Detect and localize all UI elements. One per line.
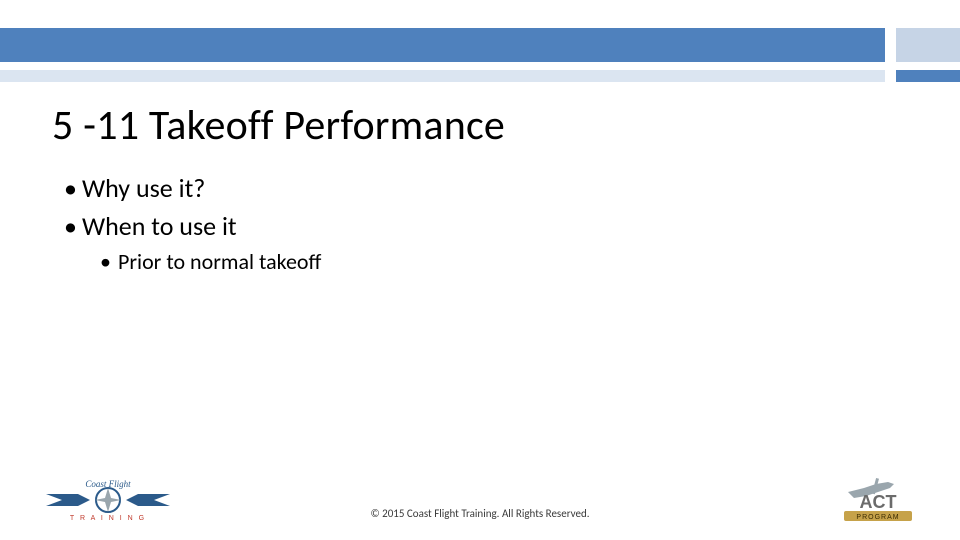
slide-title: 5 -11 Takeoff Performance [52,100,505,151]
bullet-text: Why use it? [82,172,205,204]
bullet-dot-icon: • [64,172,82,204]
slide: 5 -11 Takeoff Performance • Why use it? … [0,0,960,540]
bullet-dot-icon: • [64,210,82,242]
header-bar-main [0,28,885,62]
bullet-l1: • When to use it [64,210,900,242]
bullet-l2: • Prior to normal takeoff [100,248,900,275]
header-bar-thin [0,70,885,82]
header-bar-thin-accent [896,70,960,82]
bullet-dot-icon: • [100,248,118,275]
copyright-footer: © 2015 Coast Flight Training. All Rights… [0,507,960,520]
bullet-text: When to use it [82,210,237,242]
header-bar-main-accent [896,28,960,62]
bullet-text: Prior to normal takeoff [118,248,321,275]
bullet-l1: • Why use it? [64,172,900,204]
slide-body: • Why use it? • When to use it • Prior t… [64,168,900,275]
logo-maintext: Coast Flight [85,479,131,489]
